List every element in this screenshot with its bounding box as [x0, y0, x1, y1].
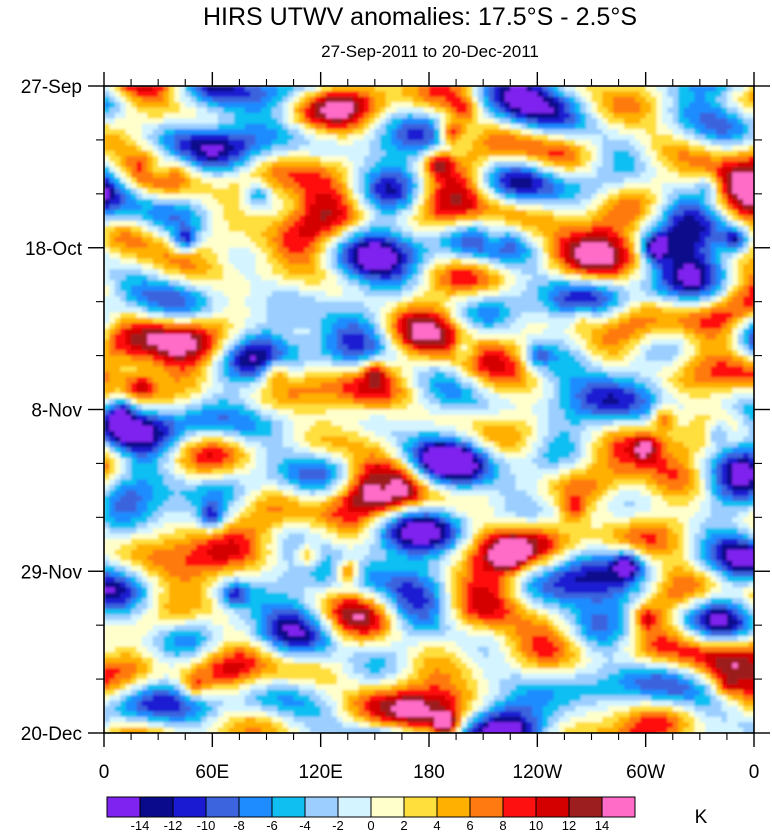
y-axis: 27-Sep 18-Oct 8-Nov 29-Nov 20-Dec — [21, 77, 770, 745]
colorbar-label: 8 — [499, 818, 506, 833]
colorbar: -14 -12 -10 -8 -6 -4 -2 0 2 4 6 8 10 12 14 — [106, 796, 636, 833]
x-tick-label: 60E — [195, 762, 229, 783]
y-tick-label: 8-Nov — [31, 401, 82, 422]
colorbar-swatch — [337, 796, 372, 818]
colorbar-swatch — [370, 796, 405, 818]
colorbar-swatch — [139, 796, 174, 818]
colorbar-swatch — [106, 796, 141, 818]
x-tick-label: 120W — [513, 762, 563, 783]
y-tick-label: 20-Dec — [21, 724, 82, 745]
colorbar-label: -4 — [299, 818, 311, 833]
y-tick-label: 18-Oct — [25, 239, 83, 260]
colorbar-label: -14 — [131, 818, 150, 833]
colorbar-swatch — [502, 796, 537, 818]
colorbar-label: 6 — [466, 818, 473, 833]
chart-title: HIRS UTWV anomalies: 17.5°S - 2.5°S — [203, 3, 637, 31]
x-tick-label: 0 — [749, 762, 760, 783]
colorbar-label: -12 — [164, 818, 183, 833]
x-tick-label: 180 — [413, 762, 445, 783]
x-tick-label: 0 — [99, 762, 110, 783]
colorbar-swatch — [271, 796, 306, 818]
colorbar-label: -6 — [266, 818, 278, 833]
colorbar-swatch — [535, 796, 570, 818]
colorbar-label: 4 — [433, 818, 440, 833]
heatmap-field — [104, 86, 754, 733]
colorbar-label: 14 — [595, 818, 609, 833]
colorbar-swatch — [238, 796, 273, 818]
colorbar-label: -10 — [197, 818, 216, 833]
colorbar-label: 2 — [400, 818, 407, 833]
colorbar-unit: K — [695, 807, 708, 828]
y-tick-label: 29-Nov — [21, 562, 83, 583]
x-tick-label: 60W — [626, 762, 665, 783]
colorbar-swatch — [205, 796, 240, 818]
colorbar-swatch — [436, 796, 471, 818]
colorbar-label: -8 — [233, 818, 245, 833]
colorbar-label: 0 — [367, 818, 374, 833]
colorbar-swatch — [601, 796, 636, 818]
x-axis: 0 60E 120E 180 120W 60W 0 — [99, 72, 760, 783]
x-tick-label: 120E — [298, 762, 342, 783]
colorbar-swatch — [568, 796, 603, 818]
colorbar-swatch — [403, 796, 438, 818]
chart-subtitle: 27-Sep-2011 to 20-Dec-2011 — [321, 42, 539, 61]
y-tick-label: 27-Sep — [21, 77, 82, 98]
colorbar-swatch — [469, 796, 504, 818]
colorbar-swatch — [172, 796, 207, 818]
colorbar-label: -2 — [332, 818, 344, 833]
colorbar-swatch — [304, 796, 339, 818]
colorbar-label: 12 — [562, 818, 576, 833]
colorbar-label: 10 — [529, 818, 543, 833]
